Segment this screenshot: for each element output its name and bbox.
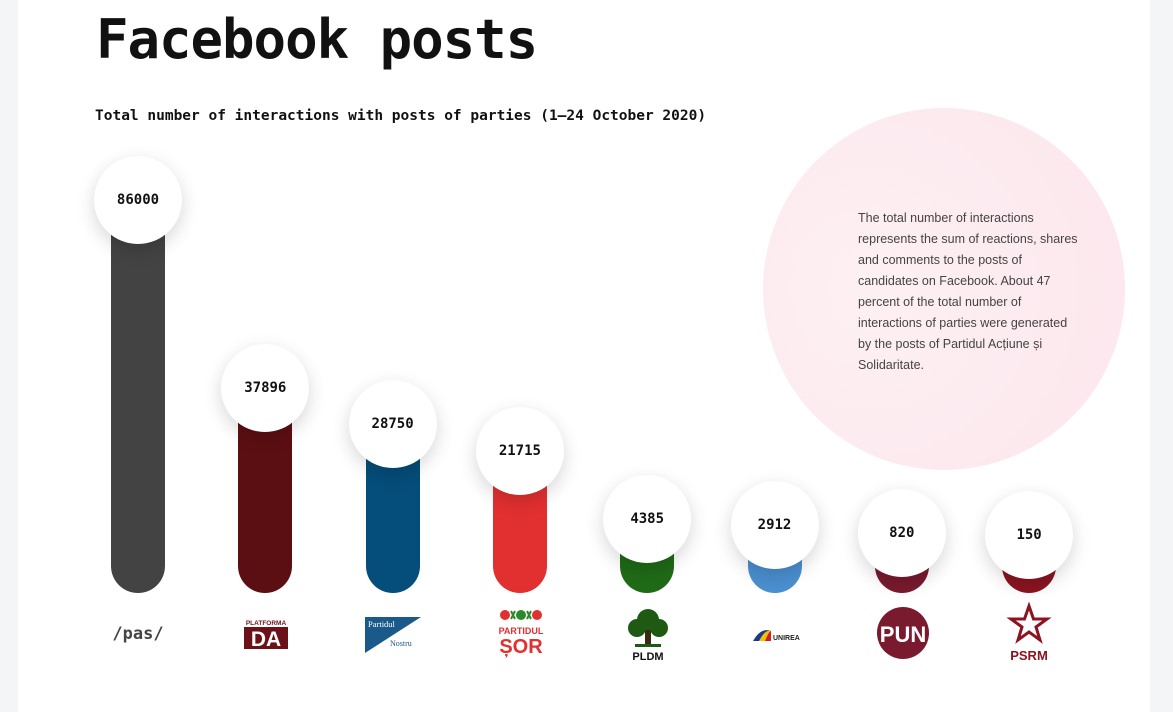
logo-pun-text: PUN <box>880 622 926 647</box>
info-note: The total number of interactions represe… <box>858 211 1078 372</box>
logo-pldm: PLDM <box>603 604 693 664</box>
logo-pun: PUN <box>858 603 948 663</box>
flower-icon <box>500 610 542 620</box>
value-label: 86000 <box>94 156 182 244</box>
logo-partidul-nostru: Partidul Nostru <box>348 604 438 664</box>
value-label: 2912 <box>730 480 819 569</box>
logo-sor-line2: ȘOR <box>499 636 543 658</box>
logo-psrm: PSRM <box>984 602 1074 662</box>
page-title: Facebook posts <box>96 8 538 71</box>
logo-nostru-line2: Nostru <box>390 639 412 648</box>
logo-platforma-da: PLATFORMA DA <box>221 604 311 664</box>
star-icon <box>1006 602 1052 644</box>
value-label: 820 <box>857 488 946 577</box>
tree-icon <box>628 609 668 647</box>
value-label: 28750 <box>348 379 437 468</box>
value-label: 4385 <box>603 474 692 563</box>
logo-da-main: DA <box>251 628 281 650</box>
logo-pas-text: /pas/ <box>112 624 164 644</box>
chart-card: Facebook posts Total number of interacti… <box>18 0 1150 712</box>
logo-psrm-text: PSRM <box>1010 648 1048 662</box>
logo-pldm-text: PLDM <box>632 651 663 662</box>
bar <box>111 195 165 593</box>
flag-icon <box>753 630 771 641</box>
logo-pas: /pas/ <box>93 604 183 664</box>
logo-nostru-line1: Partidul <box>368 619 396 629</box>
value-label: 37896 <box>221 343 310 432</box>
background-circle <box>763 108 1125 470</box>
chart-subtitle: Total number of interactions with posts … <box>95 108 707 124</box>
logo-unirea-text: UNIREA <box>773 635 800 642</box>
value-label: 21715 <box>475 407 564 496</box>
logo-sor-line1: PARTIDUL <box>499 626 544 636</box>
logo-da-top: PLATFORMA <box>246 620 287 627</box>
value-label: 150 <box>985 491 1074 580</box>
logo-unirea: UNIREA <box>730 604 820 664</box>
logo-partidul-sor: PARTIDUL ȘOR <box>476 604 566 664</box>
